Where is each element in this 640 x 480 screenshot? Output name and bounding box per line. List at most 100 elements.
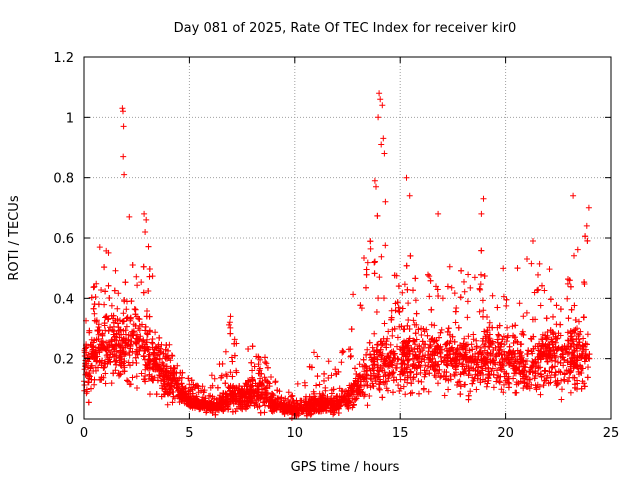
data-point xyxy=(467,284,474,291)
data-point xyxy=(559,386,565,393)
data-point xyxy=(520,313,527,320)
data-point xyxy=(325,358,332,365)
data-point xyxy=(480,195,487,202)
data-point xyxy=(142,229,149,235)
data-point xyxy=(380,135,387,142)
data-point xyxy=(461,335,468,342)
data-point xyxy=(328,390,335,397)
data-point xyxy=(577,328,584,335)
data-point xyxy=(371,330,378,337)
data-point xyxy=(543,315,550,322)
data-point xyxy=(461,381,468,388)
data-point xyxy=(403,174,410,181)
data-point xyxy=(478,210,485,217)
data-point xyxy=(227,324,234,331)
data-point xyxy=(226,321,232,328)
data-point xyxy=(127,381,134,388)
data-point xyxy=(263,360,270,367)
data-point xyxy=(465,271,472,278)
data-point xyxy=(503,338,510,345)
data-point xyxy=(382,198,389,205)
data-point xyxy=(356,361,363,368)
data-point xyxy=(476,308,483,315)
data-point xyxy=(120,310,127,317)
data-point xyxy=(373,309,380,315)
data-point xyxy=(164,401,171,408)
data-point xyxy=(461,278,467,285)
data-point xyxy=(538,374,545,380)
data-point xyxy=(125,378,132,385)
data-point xyxy=(219,360,226,367)
data-point xyxy=(500,293,507,300)
data-point xyxy=(146,266,153,272)
data-point xyxy=(272,379,279,386)
data-point xyxy=(357,302,364,309)
data-point xyxy=(448,284,455,291)
data-point xyxy=(371,259,378,266)
data-point xyxy=(501,381,507,388)
data-point xyxy=(114,305,121,312)
y-tick-label: 1.2 xyxy=(53,51,74,66)
data-point xyxy=(571,302,578,309)
data-point xyxy=(120,108,126,115)
data-point xyxy=(415,378,422,385)
axes: 0 5 10 15 20 25 0 0.2 0.4 0.6 0.8 1 1.2 xyxy=(53,51,619,441)
data-point xyxy=(403,262,410,269)
data-point xyxy=(410,317,417,324)
data-point xyxy=(363,284,369,291)
x-tick-label: 10 xyxy=(287,426,304,441)
data-point xyxy=(348,326,355,333)
x-tick-label: 25 xyxy=(603,426,620,441)
data-point xyxy=(156,334,163,341)
data-point xyxy=(512,322,519,329)
data-point xyxy=(340,348,347,355)
data-point xyxy=(131,306,138,313)
data-point xyxy=(553,302,560,309)
data-point xyxy=(566,374,573,381)
data-point xyxy=(579,378,586,385)
data-point xyxy=(316,381,323,388)
data-point xyxy=(471,274,478,281)
data-point xyxy=(174,362,181,369)
data-point xyxy=(413,321,420,328)
data-point xyxy=(584,374,591,381)
data-point xyxy=(547,296,554,303)
data-point xyxy=(395,382,402,389)
data-point xyxy=(133,360,140,366)
data-point xyxy=(141,210,148,217)
data-point xyxy=(381,320,388,327)
data-point xyxy=(478,271,484,278)
data-point xyxy=(144,308,150,314)
data-point xyxy=(123,306,130,313)
data-point xyxy=(473,337,480,344)
data-point xyxy=(152,329,159,336)
data-point xyxy=(133,273,140,280)
data-point xyxy=(124,377,130,384)
data-point xyxy=(557,332,564,339)
data-point xyxy=(325,375,332,381)
data-point xyxy=(489,292,496,299)
data-point xyxy=(485,371,492,378)
data-point xyxy=(399,289,406,296)
data-point xyxy=(576,318,582,325)
data-point xyxy=(371,258,378,265)
data-point xyxy=(226,319,233,326)
data-point xyxy=(98,287,105,293)
data-point xyxy=(88,385,94,392)
data-point xyxy=(379,394,386,401)
data-point xyxy=(561,371,568,378)
data-point xyxy=(347,346,354,353)
data-point xyxy=(427,341,434,348)
data-point xyxy=(249,367,256,374)
data-point xyxy=(557,321,564,328)
data-point xyxy=(520,331,527,338)
data-point xyxy=(478,247,485,254)
data-point xyxy=(367,238,374,245)
data-point xyxy=(504,324,511,331)
data-point xyxy=(138,279,145,286)
data-point xyxy=(350,291,357,298)
data-point xyxy=(106,295,113,301)
data-point xyxy=(352,365,358,372)
data-point xyxy=(527,376,534,383)
data-point xyxy=(133,373,140,380)
